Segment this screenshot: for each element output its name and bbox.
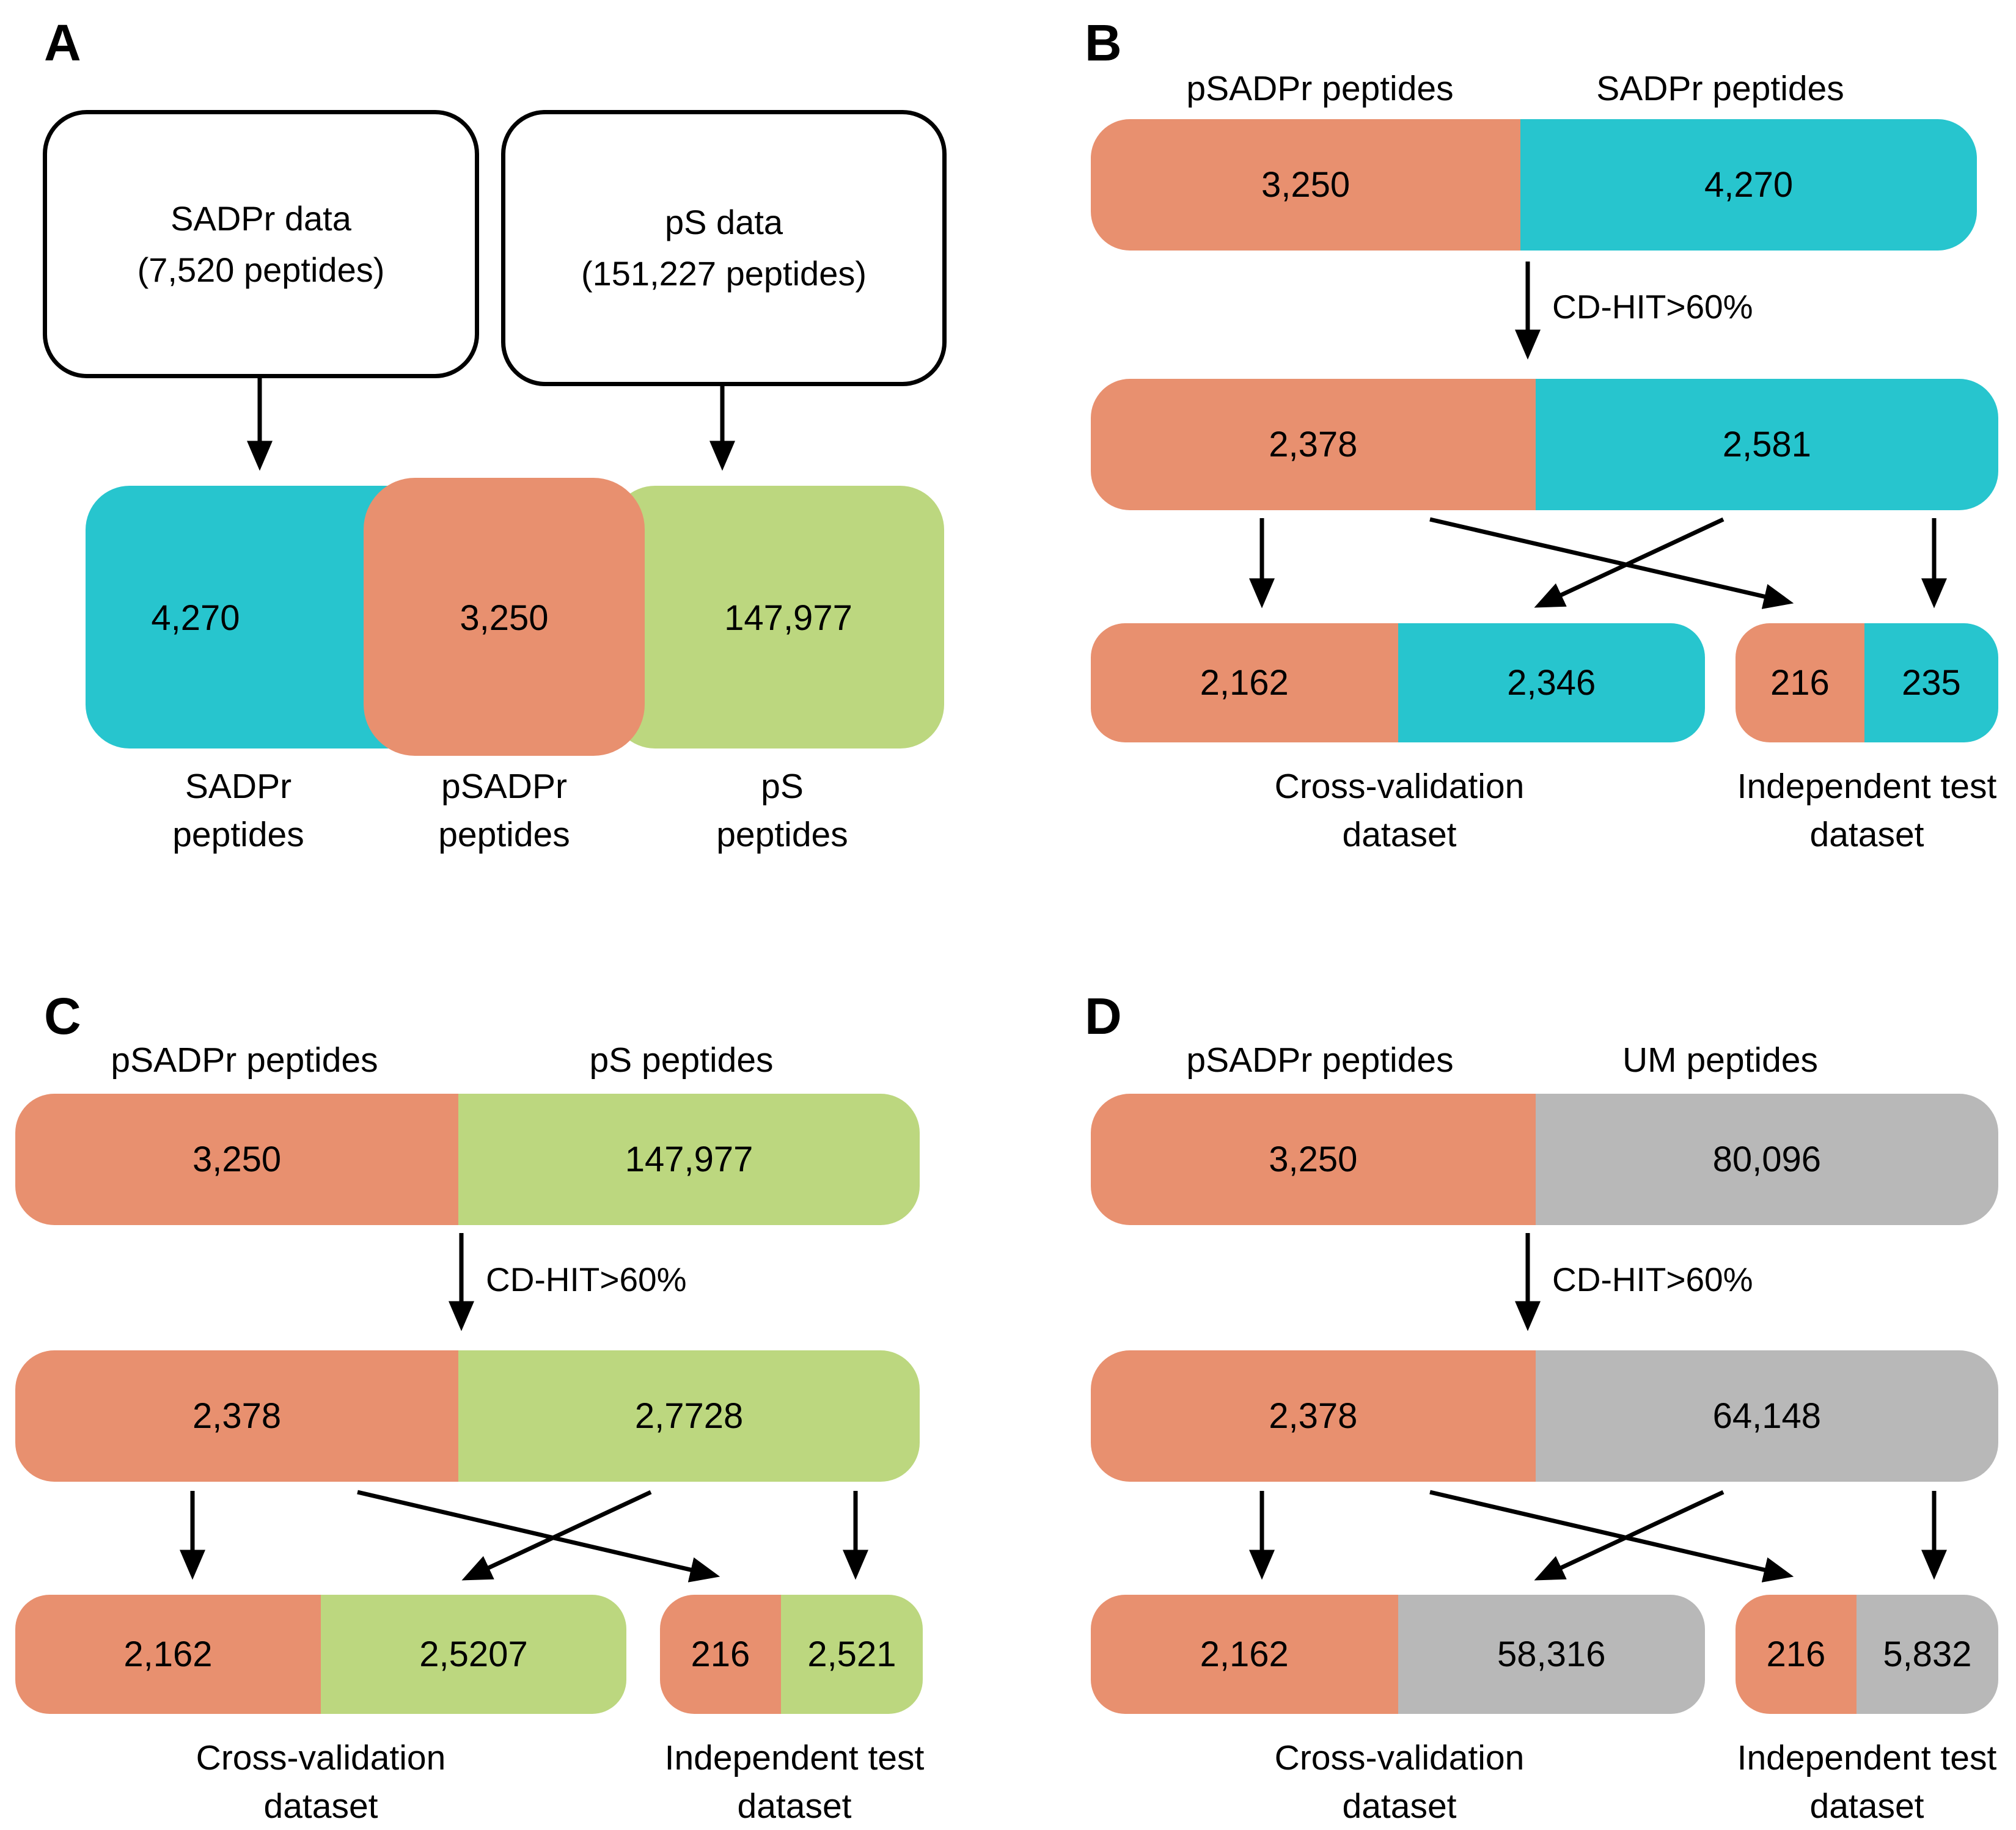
panel-c-bar1-ps-count: 147,977: [625, 1140, 753, 1179]
panel-a-set-ps-label: pS peptides: [716, 767, 848, 854]
panel-b-bar2-sadpr-segment: 2,581: [1535, 379, 1998, 510]
panel-b-bar1-psadpr-count: 3,250: [1261, 165, 1351, 205]
panel-a-set-sadpr-label: SADPr peptides: [172, 767, 304, 854]
panel-d-cv-label: Cross-validation dataset: [1274, 1738, 1525, 1826]
panel-d-bar1-um-count: 80,096: [1712, 1140, 1822, 1179]
panel-d-bar2-psadpr-segment: 2,378: [1091, 1350, 1536, 1482]
panel-d-test-label: Independent test dataset: [1737, 1738, 1997, 1826]
panel-b-bar1-sadpr-segment: 4,270: [1520, 119, 1977, 251]
panel-d-letter: D: [1085, 987, 1122, 1045]
panel-a-set-ps-count: 147,977: [724, 598, 852, 638]
panel-c-arrow-diagonal-to-test: [357, 1490, 720, 1583]
panel-d-bar2-um-segment: 64,148: [1535, 1350, 1998, 1482]
panel-b-test-bar: 216 235: [1736, 623, 1998, 742]
panel-c-bar2-ps-count: 2,7728: [634, 1396, 744, 1436]
panel-a-set-psadpr-count: 3,250: [460, 598, 549, 638]
panel-b-header-right: SADPr peptides: [1596, 69, 1844, 108]
panel-a-source-ps-line1: pS data: [664, 203, 783, 241]
panel-c-test-psadpr-segment: 216: [660, 1595, 781, 1714]
panel-b-cv-bar: 2,162 2,346: [1091, 623, 1705, 742]
panel-c-bar1-psadpr-count: 3,250: [192, 1140, 282, 1179]
panel-a-source-sadpr-line2: (7,520 peptides): [137, 250, 385, 289]
panel-d-test-um-count: 5,832: [1883, 1634, 1972, 1674]
panel-b-cv-psadpr-segment: 2,162: [1091, 623, 1398, 742]
panel-d-bar1: 3,250 80,096: [1091, 1094, 1998, 1225]
panel-d-test-psadpr-count: 216: [1766, 1634, 1826, 1674]
panel-d-bar1-um-segment: 80,096: [1535, 1094, 1998, 1225]
panel-a-set-sadpr-count: 4,270: [151, 598, 240, 638]
panel-b-cv-label: Cross-validation dataset: [1274, 767, 1525, 854]
panel-c-test-label: Independent test dataset: [664, 1738, 925, 1826]
panel-d-cv-um-segment: 58,316: [1398, 1595, 1705, 1714]
panel-c-bar1-psadpr-segment: 3,250: [15, 1094, 459, 1225]
panel-d-filter-label: CD-HIT>60%: [1552, 1261, 1753, 1298]
panel-c-cv-psadpr-count: 2,162: [123, 1634, 213, 1674]
panel-c-test-psadpr-count: 216: [691, 1634, 750, 1674]
panel-b-bar1: 3,250 4,270: [1091, 119, 1977, 251]
panel-a-source-box-ps: pS data (151,227 peptides): [501, 110, 947, 386]
panel-c-bar2-psadpr-count: 2,378: [192, 1396, 282, 1436]
panel-b-bar2-psadpr-segment: 2,378: [1091, 379, 1536, 510]
panel-d-arrow-diagonal-to-cv: [1534, 1490, 1725, 1581]
panel-b-filter-label: CD-HIT>60%: [1552, 288, 1753, 326]
panel-a-source-ps-line2: (151,227 peptides): [581, 254, 867, 293]
panel-b-cv-sadpr-count: 2,346: [1507, 663, 1596, 703]
panel-c-arrow-diagonal-to-cv: [461, 1490, 652, 1581]
panel-b-test-label: Independent test dataset: [1737, 767, 1997, 854]
panel-a-set-psadpr-label: pSADPr peptides: [438, 767, 570, 854]
panel-b-test-sadpr-segment: 235: [1864, 623, 1998, 742]
panel-a-set-ps-shape: [611, 486, 944, 748]
panel-d-bar1-psadpr-segment: 3,250: [1091, 1094, 1536, 1225]
panel-c-header-left: pSADPr peptides: [111, 1041, 378, 1080]
panel-c-bar2: 2,378 2,7728: [15, 1350, 920, 1482]
panel-d-bar2-um-count: 64,148: [1712, 1396, 1822, 1436]
panel-c-cv-bar: 2,162 2,5207: [15, 1595, 626, 1714]
panel-b-header-left: pSADPr peptides: [1186, 69, 1454, 108]
panel-d-header-left: pSADPr peptides: [1186, 1041, 1454, 1080]
panel-d-cv-psadpr-segment: 2,162: [1091, 1595, 1398, 1714]
panel-d-bar1-psadpr-count: 3,250: [1269, 1140, 1358, 1179]
panel-a-source-box-sadpr: SADPr data (7,520 peptides): [43, 110, 479, 378]
panel-d-bar2: 2,378 64,148: [1091, 1350, 1998, 1482]
panel-d-cv-bar: 2,162 58,316: [1091, 1595, 1705, 1714]
panel-c-cv-ps-segment: 2,5207: [321, 1595, 626, 1714]
panel-b-bar1-sadpr-count: 4,270: [1704, 165, 1794, 205]
panel-d-cv-um-count: 58,316: [1497, 1634, 1606, 1674]
panel-c-test-bar: 216 2,521: [660, 1595, 923, 1714]
panel-b-cv-sadpr-segment: 2,346: [1398, 623, 1705, 742]
panel-c-bar2-ps-segment: 2,7728: [458, 1350, 920, 1482]
panel-c-bar2-psadpr-segment: 2,378: [15, 1350, 459, 1482]
panel-d-bar2-psadpr-count: 2,378: [1269, 1396, 1358, 1436]
panel-d-test-um-segment: 5,832: [1856, 1595, 1998, 1714]
panel-d-header-right: UM peptides: [1622, 1041, 1818, 1080]
panel-a-letter: A: [44, 14, 81, 71]
panel-c-letter: C: [44, 987, 81, 1045]
panel-c-header-right: pS peptides: [589, 1041, 774, 1080]
panel-d-test-bar: 216 5,832: [1736, 1595, 1998, 1714]
panel-b-bar1-psadpr-segment: 3,250: [1091, 119, 1521, 251]
panel-c-test-ps-count: 2,521: [807, 1634, 896, 1674]
panel-c-filter-label: CD-HIT>60%: [486, 1261, 687, 1298]
panel-a-set-psadpr-shape: [364, 478, 645, 756]
panel-b-test-psadpr-count: 216: [1770, 663, 1830, 703]
panel-c-bar1: 3,250 147,977: [15, 1094, 920, 1225]
panel-b-test-sadpr-count: 235: [1901, 663, 1961, 703]
panel-b-bar2: 2,378 2,581: [1091, 379, 1998, 510]
panel-b-cv-psadpr-count: 2,162: [1200, 663, 1289, 703]
panel-a-source-sadpr-line1: SADPr data: [170, 199, 351, 238]
panel-b-arrow-diagonal-to-cv: [1534, 517, 1725, 608]
panel-c-test-ps-segment: 2,521: [780, 1595, 923, 1714]
panel-d-arrow-diagonal-to-test: [1429, 1490, 1794, 1583]
panel-b-letter: B: [1085, 14, 1122, 71]
panel-c-cv-psadpr-segment: 2,162: [15, 1595, 321, 1714]
panel-b-arrow-diagonal-to-test: [1429, 517, 1794, 609]
panel-d-test-psadpr-segment: 216: [1736, 1595, 1857, 1714]
panel-c-cv-label: Cross-validation dataset: [196, 1738, 446, 1826]
panel-c-bar1-ps-segment: 147,977: [458, 1094, 920, 1225]
panel-d-cv-psadpr-count: 2,162: [1200, 1634, 1289, 1674]
panel-c-cv-ps-count: 2,5207: [419, 1634, 528, 1674]
panel-b-test-psadpr-segment: 216: [1736, 623, 1864, 742]
panel-b-bar2-sadpr-count: 2,581: [1722, 425, 1811, 464]
panel-b-bar2-psadpr-count: 2,378: [1269, 425, 1358, 464]
